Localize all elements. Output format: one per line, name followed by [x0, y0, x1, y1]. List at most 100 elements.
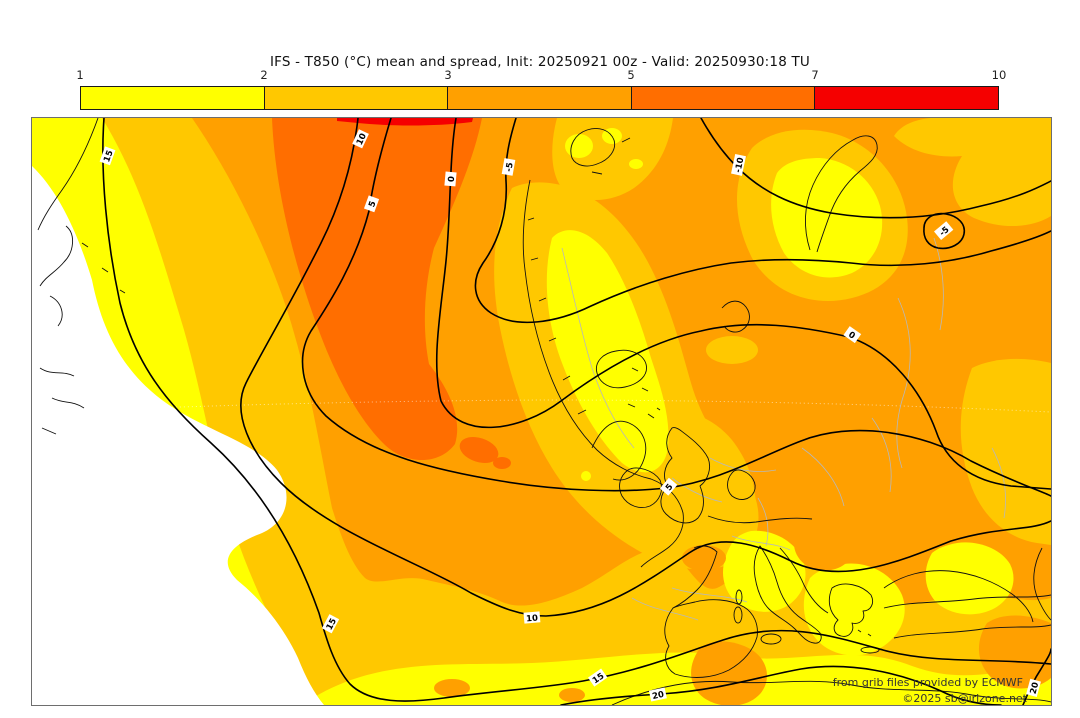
colorbar-segment-7-10: [815, 87, 998, 109]
svg-text:-10: -10: [733, 157, 746, 174]
svg-text:20: 20: [1029, 681, 1042, 695]
region-spread-1-2-greece: [803, 563, 905, 656]
svg-text:15: 15: [102, 149, 115, 164]
region-spread-1-2-blob: [565, 134, 593, 158]
contour-0: [435, 118, 1051, 490]
coastline-iberia: [664, 599, 758, 678]
region-spread-1-2-norway: [546, 230, 669, 473]
coastline-iceland: [595, 349, 661, 411]
contour-label: -5: [934, 221, 954, 240]
coastline-nafrica: [611, 680, 1051, 705]
colorbar-segment-5-7: [631, 87, 816, 109]
svg-text:10: 10: [355, 132, 369, 147]
map-canvas: 15 10 5 0 -5 -10 -5 0 5 10 15 15 20 20 f…: [32, 118, 1051, 705]
contour-neg10: [700, 118, 1051, 219]
contour-label: 20: [1026, 678, 1042, 698]
svg-text:10: 10: [526, 613, 539, 624]
region-spread-1-2-nrussia: [771, 158, 883, 278]
coastline-baltic: [640, 478, 684, 568]
region-spread-1-2-dot: [581, 471, 591, 481]
svg-text:0: 0: [846, 330, 857, 342]
colorbar-tick: 10: [991, 68, 1007, 82]
svg-text:5: 5: [367, 200, 378, 209]
region-spread-1-2-blob: [629, 159, 643, 169]
coastline-svalbard: [570, 128, 631, 175]
coastline-sardinia: [733, 606, 743, 624]
coastline-whitesea: [721, 300, 750, 333]
contour-label: 10: [523, 611, 541, 624]
coastline-greenland: [37, 118, 126, 435]
attribution-copyright: ©2025 sb@irizone.net: [902, 692, 1027, 705]
contour-5: [301, 118, 1051, 497]
svg-text:15: 15: [325, 617, 339, 632]
colorbar-tick: 5: [627, 68, 635, 82]
weather-map: 15 10 5 0 -5 -10 -5 0 5 10 15 15 20 20 f…: [31, 117, 1052, 706]
coastline-ireland: [619, 467, 662, 508]
spread-colorbar: [80, 86, 999, 110]
colorbar-tick: 3: [444, 68, 452, 82]
region-spread-3-5-balkans: [793, 516, 856, 571]
region-spread-2-3-ne-corner: [894, 118, 1051, 226]
coastline-denmark: [727, 469, 756, 500]
colorbar-segment-1-2: [81, 87, 265, 109]
colorbar-tick: 2: [260, 68, 268, 82]
colorbar-tick: 7: [811, 68, 819, 82]
contour-label: 0: [843, 326, 862, 344]
coastline-italy: [753, 545, 822, 644]
region-spread-3-5-blob: [682, 545, 726, 571]
coastline-biscay: [672, 545, 718, 609]
region-spread-1-2-italy: [723, 530, 806, 612]
region-spread-5-7: [272, 118, 482, 461]
contour-label: -10: [731, 153, 746, 176]
contour-15: [102, 118, 1051, 702]
border-path: [561, 237, 1006, 621]
region-spread-1-2-blacksea: [925, 542, 1014, 615]
coastline-novaya-zemlya: [804, 135, 878, 253]
contour-label: 15: [99, 146, 116, 166]
svg-text:5: 5: [664, 482, 676, 493]
region-spread-3-5-blob: [559, 688, 585, 702]
colorbar-tick: 1: [76, 68, 84, 82]
chart-title: IFS - T850 (°C) mean and spread, Init: 2…: [269, 54, 811, 70]
coastline-norway: [522, 179, 652, 480]
contour-label: 5: [659, 477, 678, 496]
region-spread-7-10: [337, 118, 473, 126]
coastline-caspian: [1033, 547, 1051, 621]
contour-label: 5: [363, 195, 380, 213]
contour-label: 20: [648, 687, 667, 702]
svg-text:-5: -5: [504, 162, 516, 173]
coastline-blacksea: [883, 570, 1051, 623]
coastline-corsica: [735, 589, 743, 605]
coastline-northsea: [707, 515, 813, 524]
region-spread-lt-1-west: [32, 166, 324, 705]
spread-regions: [32, 118, 1051, 705]
coastline-lakes: [627, 367, 655, 419]
coastline-adriatic: [779, 547, 829, 614]
attribution-ecmwf: from grib files provided by ECMWF: [833, 676, 1023, 689]
coastline-bothnia: [591, 420, 647, 481]
colorbar-segment-2-3: [264, 87, 449, 109]
coastline-uk: [660, 427, 711, 524]
region-spread-2-3-blob: [706, 336, 758, 364]
region-spread-2-3-east: [960, 358, 1051, 545]
contour-10: [240, 118, 1051, 617]
contour-label: -5: [501, 158, 516, 176]
colorbar-segment-3-5: [448, 87, 632, 109]
contour-label: 10: [352, 129, 369, 149]
coastline-greece: [828, 583, 874, 637]
country-borders: [561, 237, 1006, 621]
contour-label: 0: [444, 171, 457, 187]
t850-contours: [102, 118, 1051, 705]
region-spread-5-7-blob: [493, 457, 511, 469]
region-spread-5-7-blob: [459, 437, 499, 463]
region-spread-3-5-blob: [434, 679, 470, 697]
region-spread-3-5-se-corner: [978, 615, 1051, 689]
region-spread-3-5-tunisia: [691, 641, 767, 705]
contour-label: 15: [321, 614, 340, 634]
contour-labels: 15 10 5 0 -5 -10 -5 0 5 10 15 15 20 20: [99, 129, 1042, 702]
coastlines: [37, 118, 1051, 705]
svg-text:20: 20: [651, 690, 665, 702]
coastline-sicily: [760, 633, 782, 645]
contour-neg5: [474, 118, 1051, 324]
